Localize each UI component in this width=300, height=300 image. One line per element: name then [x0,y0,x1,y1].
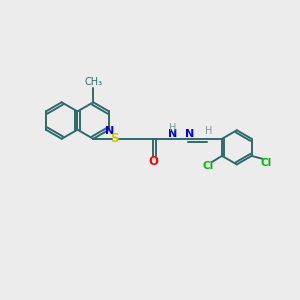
Text: Cl: Cl [203,161,214,171]
Text: H: H [169,123,176,133]
Text: N: N [185,128,194,139]
Text: O: O [148,155,158,168]
Text: Cl: Cl [261,158,272,168]
Text: N: N [168,128,177,139]
Text: N: N [105,126,115,136]
Text: H: H [205,126,212,136]
Text: S: S [110,132,119,145]
Text: CH₃: CH₃ [84,77,102,87]
